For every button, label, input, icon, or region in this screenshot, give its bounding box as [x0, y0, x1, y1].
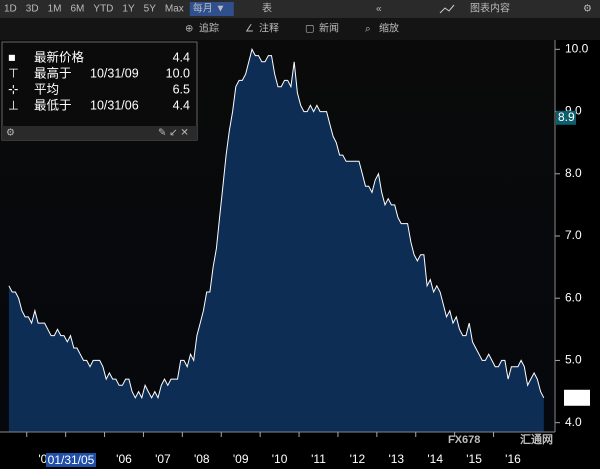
- y-tick-label: 6.0: [565, 290, 582, 304]
- legend-label: 平均: [34, 82, 59, 96]
- y-tick-label: 8.0: [565, 166, 582, 180]
- watermark: FX678: [448, 434, 480, 446]
- legend-label: 最低于: [34, 98, 72, 112]
- x-tick-label: '08: [194, 452, 210, 466]
- tool-toolbar: [0, 18, 600, 40]
- legend-symbol: ⊤: [8, 66, 19, 80]
- legend-label: 最高于: [34, 65, 72, 80]
- range-button[interactable]: Max: [165, 4, 184, 15]
- legend-footer: [2, 126, 197, 140]
- legend-value: 4.4: [173, 50, 190, 64]
- legend-symbol: ⊥: [8, 98, 19, 112]
- area-fill: [8, 49, 544, 433]
- x-tick-label: '15: [466, 452, 482, 466]
- plot: 4.05.06.07.08.09.010.0'04'05'06'07'08'09…: [0, 40, 590, 467]
- legend-label: 最新价格: [34, 49, 85, 64]
- range-button[interactable]: YTD: [93, 4, 113, 15]
- chart-icon: [439, 4, 455, 14]
- y-tick-label: 5.0: [565, 353, 582, 367]
- collapse-icon[interactable]: «: [376, 4, 382, 15]
- legend-box: [1, 41, 198, 141]
- watermark: 汇通网: [520, 433, 553, 446]
- x-tick-label: '07: [155, 452, 171, 466]
- range-button[interactable]: 5Y: [144, 4, 157, 15]
- settings-icon[interactable]: ⚙: [583, 4, 592, 15]
- x-tick-label: '11: [311, 452, 326, 466]
- frequency-label[interactable]: 每月 ▼: [193, 2, 226, 15]
- tool-button[interactable]: 新闻: [319, 22, 339, 35]
- x-tick-label: '06: [116, 452, 132, 466]
- tool-button[interactable]: 缩放: [379, 22, 399, 35]
- range-button[interactable]: 3D: [26, 4, 39, 15]
- y-tick-label: 10.0: [565, 42, 589, 56]
- legend-settings[interactable]: ⚙: [6, 128, 15, 139]
- frequency-button[interactable]: [189, 2, 234, 16]
- y-tick-label: 7.0: [565, 228, 582, 242]
- last-value-tag: [564, 389, 590, 406]
- tool-icon[interactable]: ▢: [305, 24, 314, 35]
- cursor-tag-label: 8.9: [558, 110, 575, 124]
- x-tick-label: '09: [233, 452, 249, 466]
- last-value-label: 4.4: [568, 390, 585, 404]
- table-button[interactable]: 表: [262, 2, 272, 15]
- legend-value: 10.0: [166, 66, 190, 80]
- legend-date: 10/31/06: [90, 98, 139, 112]
- tool-button[interactable]: 追踪: [199, 22, 219, 35]
- top-toolbar: [0, 0, 600, 18]
- range-button[interactable]: 1Y: [122, 4, 135, 15]
- legend-controls[interactable]: ✎ ↙ ✕: [158, 128, 189, 139]
- chart-icon: [428, 2, 456, 16]
- range-button[interactable]: 6M: [71, 4, 85, 15]
- tool-icon[interactable]: ⌕: [365, 24, 371, 35]
- x-tick-label: '14: [427, 452, 443, 466]
- y-tick-label: 4.0: [565, 415, 582, 429]
- range-button[interactable]: 1M: [48, 4, 62, 15]
- line: [8, 47, 545, 400]
- x-cursor-box: [46, 453, 96, 467]
- cursor-tag: [556, 110, 576, 125]
- legend-date: 10/31/09: [90, 66, 139, 80]
- x-tick-label: '16: [505, 452, 521, 466]
- x-tick-label: '12: [350, 452, 366, 466]
- legend-symbol: ■: [8, 50, 16, 64]
- legend: ■ 最新价格 4.4 ⊤ 最高于 10/31/09 10.0 ⊹ 平均 6.5 ⊥ 最低于 10/31/…: [8, 49, 190, 112]
- range-button[interactable]: 1D: [4, 4, 17, 15]
- toolbar: 1D 3D 1M 6M YTD 1Y 5Y Max 每月 ▼ 表 图表内容 ⊕ 追踪 ∠ 注释 ▢ 新闻 ⌕ 缩放: [4, 2, 510, 35]
- legend-symbol: ⊹: [8, 82, 18, 96]
- x-tick-label: '13: [388, 452, 404, 466]
- tool-button[interactable]: 注释: [259, 22, 279, 35]
- tool-icon[interactable]: ⊕: [185, 24, 193, 35]
- tool-icon[interactable]: ∠: [245, 24, 254, 35]
- x-cursor-label: 01/31/05: [48, 453, 95, 467]
- x-tick-label: '10: [272, 452, 288, 466]
- legend-value: 6.5: [173, 82, 190, 96]
- legend-value: 4.4: [173, 98, 190, 112]
- chart-content[interactable]: 图表内容: [470, 2, 510, 15]
